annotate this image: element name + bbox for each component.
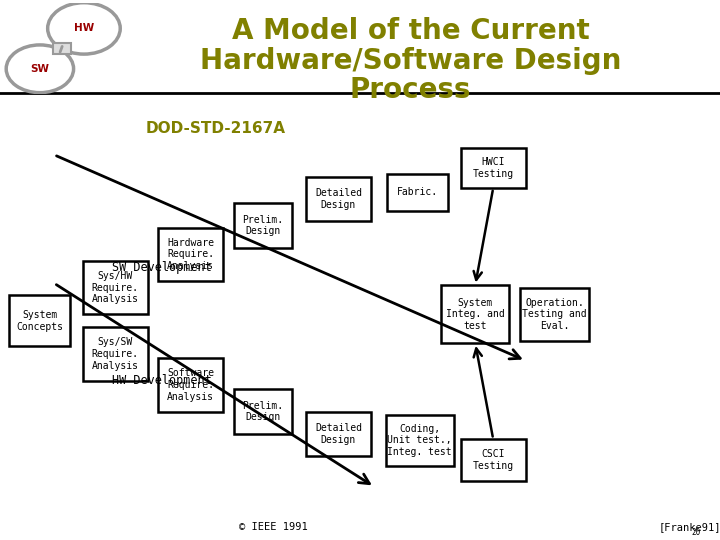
Text: 20: 20 (691, 529, 701, 537)
Text: Prelim.
Design: Prelim. Design (242, 401, 284, 422)
Bar (441, 285, 510, 343)
Text: System
Concepts: System Concepts (16, 310, 63, 332)
Bar (234, 204, 292, 248)
Bar (158, 359, 223, 411)
Bar (83, 327, 148, 381)
Bar (461, 148, 526, 188)
Text: Operation.
Testing and
Eval.: Operation. Testing and Eval. (522, 298, 587, 331)
Text: Hardware/Software Design: Hardware/Software Design (199, 46, 621, 75)
Bar (158, 228, 223, 281)
Text: HW: HW (74, 23, 94, 33)
Text: Process: Process (350, 76, 471, 104)
Bar (83, 261, 148, 314)
Bar (386, 415, 454, 466)
Text: Fabric.: Fabric. (397, 187, 438, 198)
Text: SW: SW (30, 64, 50, 74)
Text: CSCI
Testing: CSCI Testing (472, 449, 514, 471)
Bar (9, 295, 71, 346)
Text: SW Development: SW Development (112, 261, 212, 274)
Text: System
Integ. and
test: System Integ. and test (446, 298, 505, 331)
Bar (461, 439, 526, 481)
Bar (387, 173, 448, 211)
Text: Sys/SW
Require.
Analysis: Sys/SW Require. Analysis (91, 338, 139, 370)
Text: [Franke91]: [Franke91] (659, 522, 720, 532)
Text: Detailed
Design: Detailed Design (315, 423, 362, 444)
Text: HWCI
Testing: HWCI Testing (472, 157, 514, 179)
Bar (306, 411, 371, 456)
Text: Prelim.
Design: Prelim. Design (242, 215, 284, 237)
Text: HW Development: HW Development (112, 374, 212, 387)
Bar (521, 288, 589, 341)
Text: Software
Require.
Analysis: Software Require. Analysis (167, 368, 215, 402)
Text: Hardware
Require.
Analysis: Hardware Require. Analysis (167, 238, 215, 271)
Text: © IEEE 1991: © IEEE 1991 (239, 522, 308, 532)
Text: Coding,
Unit test.,
Integ. test: Coding, Unit test., Integ. test (387, 424, 452, 457)
Text: DOD-STD-2167A: DOD-STD-2167A (146, 121, 286, 136)
Text: Sys/HW
Require.
Analysis: Sys/HW Require. Analysis (91, 271, 139, 304)
Bar (306, 177, 371, 221)
Bar (234, 389, 292, 434)
Text: A Model of the Current: A Model of the Current (232, 17, 589, 45)
Text: Detailed
Design: Detailed Design (315, 188, 362, 210)
Bar (53, 43, 71, 54)
